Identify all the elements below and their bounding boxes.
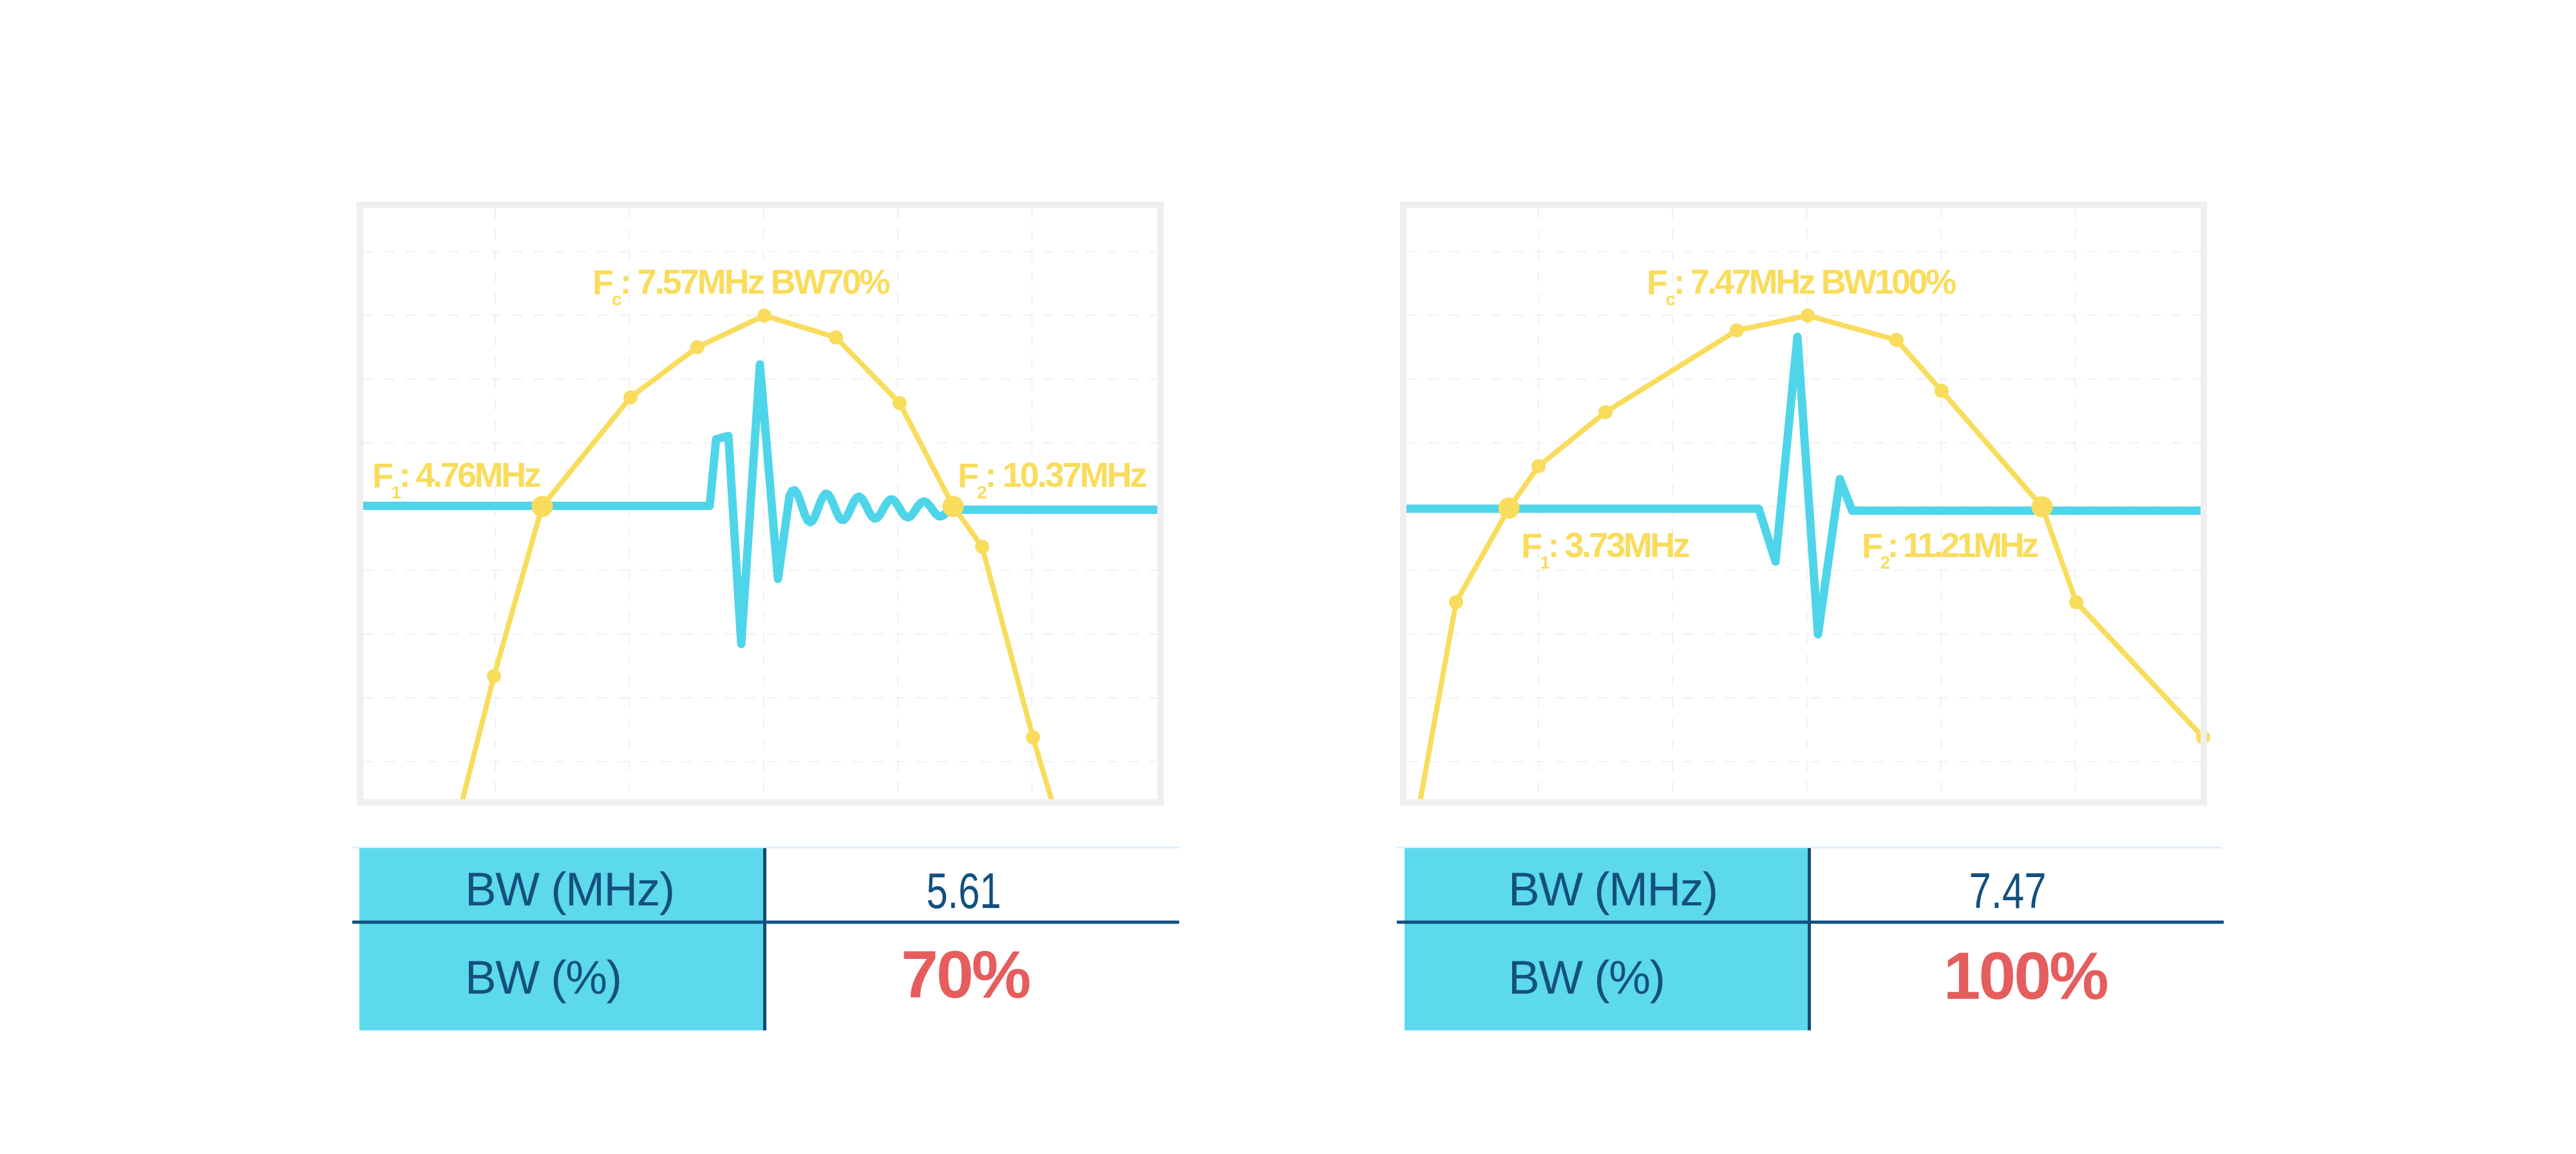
svg-text:7.47: 7.47 [1969, 862, 2047, 919]
svg-text:F1: 4.76MHz: F1: 4.76MHz [372, 456, 541, 502]
svg-text:Fc: 7.47MHz BW100%: Fc: 7.47MHz BW100% [1647, 263, 1956, 309]
svg-text:100%: 100% [1944, 939, 2108, 1014]
svg-text:BW (%): BW (%) [465, 952, 621, 1004]
svg-text:BW (MHz): BW (MHz) [465, 864, 674, 916]
svg-text:BW (MHz): BW (MHz) [1508, 864, 1718, 916]
svg-text:BW (%): BW (%) [1508, 952, 1664, 1004]
svg-text:F1: 3.73MHz: F1: 3.73MHz [1521, 526, 1690, 572]
svg-text:Fc: 7.57MHz BW70%: Fc: 7.57MHz BW70% [592, 263, 890, 309]
svg-text:F2: 10.37MHz: F2: 10.37MHz [958, 456, 1147, 502]
svg-text:5.61: 5.61 [927, 862, 1001, 919]
svg-text:F2: 11.21MHz: F2: 11.21MHz [1862, 526, 2038, 572]
svg-text:70%: 70% [901, 938, 1030, 1012]
